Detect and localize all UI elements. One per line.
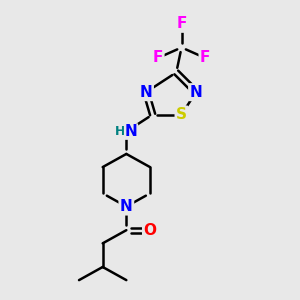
Text: F: F [200, 50, 210, 65]
Text: N: N [125, 124, 137, 139]
Text: N: N [120, 199, 133, 214]
Text: S: S [176, 107, 187, 122]
Text: O: O [143, 223, 157, 238]
Text: F: F [153, 50, 163, 65]
Text: N: N [140, 85, 152, 100]
Text: N: N [190, 85, 202, 100]
Text: F: F [176, 16, 187, 31]
Text: H: H [116, 125, 126, 138]
